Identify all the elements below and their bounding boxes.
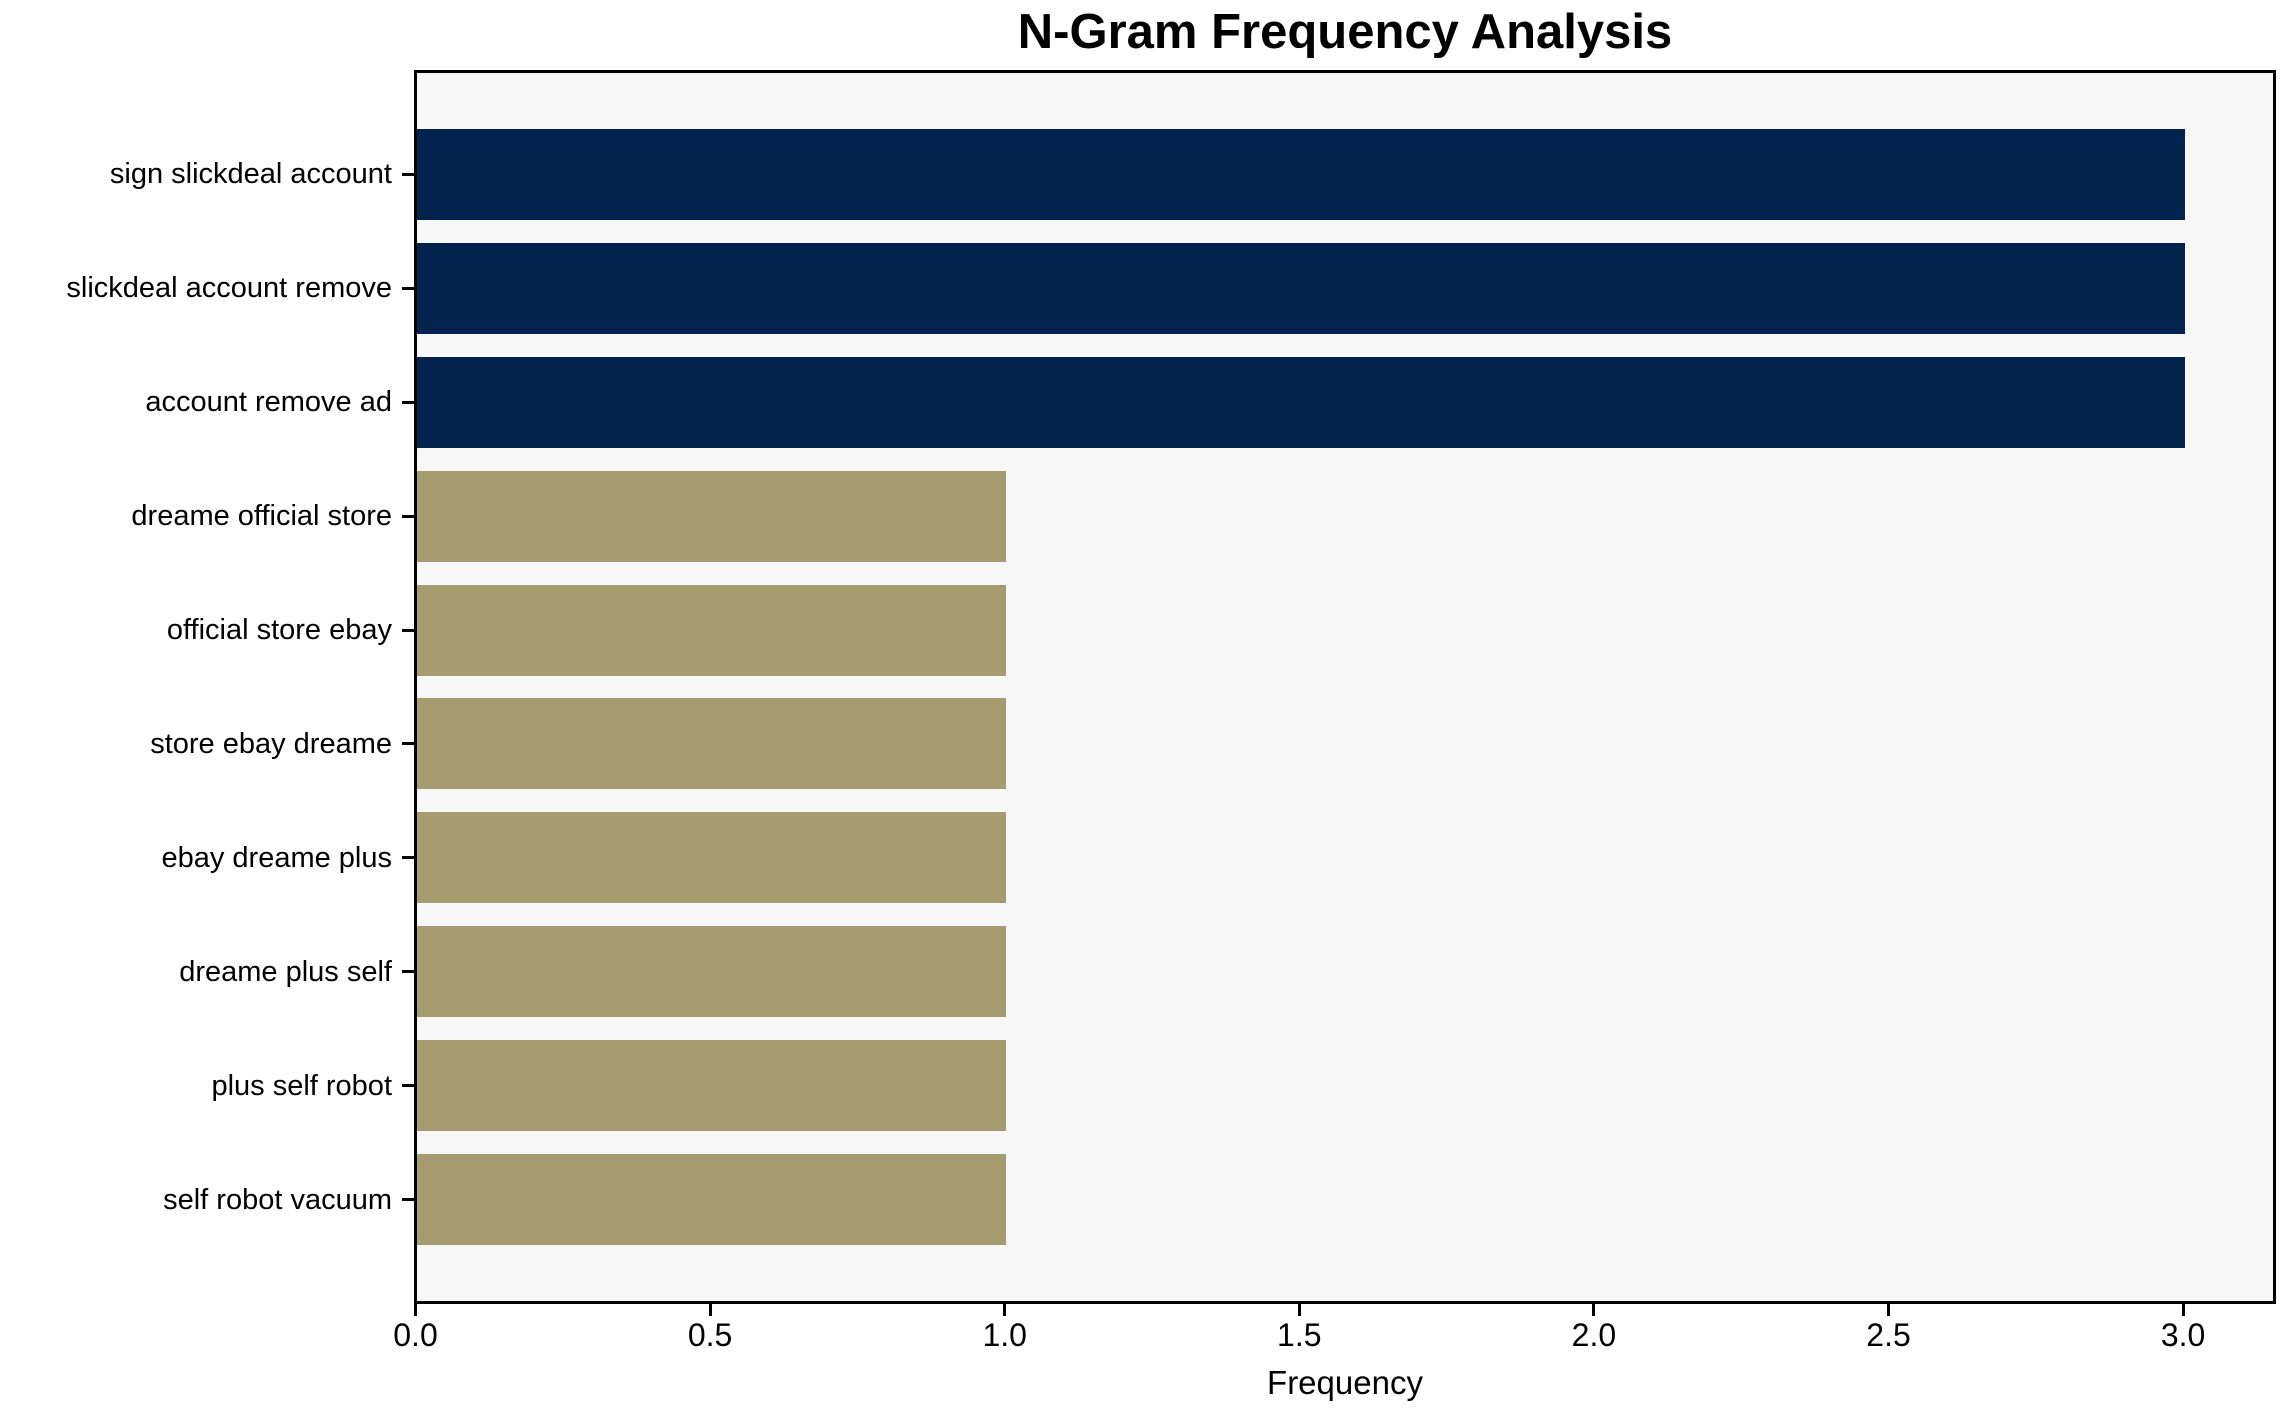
y-tick-mark — [402, 628, 414, 632]
bar — [417, 470, 1007, 562]
y-tick-mark — [402, 742, 414, 746]
bar — [417, 926, 1007, 1018]
y-tick-mark — [402, 514, 414, 518]
bar — [417, 812, 1007, 904]
y-tick-label: official store ebay — [166, 614, 392, 647]
y-tick-mark — [402, 1198, 414, 1202]
x-tick-mark — [414, 1304, 417, 1316]
x-tick-mark — [1297, 1304, 1301, 1316]
y-tick-label: dreame plus self — [179, 955, 392, 988]
x-tick-mark — [1592, 1304, 1596, 1316]
bar — [417, 128, 2185, 220]
x-tick-label: 1.5 — [1277, 1317, 1322, 1353]
y-tick-mark — [402, 172, 414, 176]
y-tick-label: ebay dreame plus — [161, 841, 392, 874]
x-tick-label: 1.0 — [982, 1317, 1027, 1353]
y-tick-mark — [402, 856, 414, 860]
bar — [417, 1154, 1007, 1246]
x-tick-label: 0.0 — [393, 1317, 438, 1353]
y-tick-label: dreame official store — [131, 500, 392, 533]
x-tick-mark — [708, 1304, 712, 1316]
x-tick-label: 0.5 — [687, 1317, 733, 1353]
y-tick-mark — [402, 1084, 414, 1088]
x-tick-label: 2.0 — [1571, 1317, 1617, 1353]
x-tick-label: 2.5 — [1866, 1317, 1911, 1353]
bar — [417, 698, 1007, 790]
y-tick-label: sign slickdeal account — [109, 158, 392, 191]
x-tick-mark — [1003, 1304, 1007, 1316]
x-tick-label: 3.0 — [2160, 1317, 2206, 1353]
y-tick-label: account remove ad — [145, 386, 392, 419]
chart-title: N-Gram Frequency Analysis — [1017, 5, 1673, 59]
x-tick-mark — [2181, 1304, 2185, 1316]
x-tick-mark — [1887, 1304, 1891, 1316]
y-tick-mark — [402, 970, 414, 974]
bar — [417, 584, 1007, 676]
bar — [417, 1040, 1007, 1132]
y-tick-label: plus self robot — [211, 1069, 392, 1102]
x-axis-label: Frequency — [1267, 1364, 1423, 1401]
bar — [417, 242, 2185, 334]
y-tick-label: slickdeal account remove — [66, 272, 392, 305]
y-tick-mark — [402, 286, 414, 290]
bar — [417, 356, 2185, 448]
y-tick-label: self robot vacuum — [163, 1183, 392, 1216]
y-tick-label: store ebay dreame — [150, 727, 392, 760]
y-tick-mark — [402, 400, 414, 404]
